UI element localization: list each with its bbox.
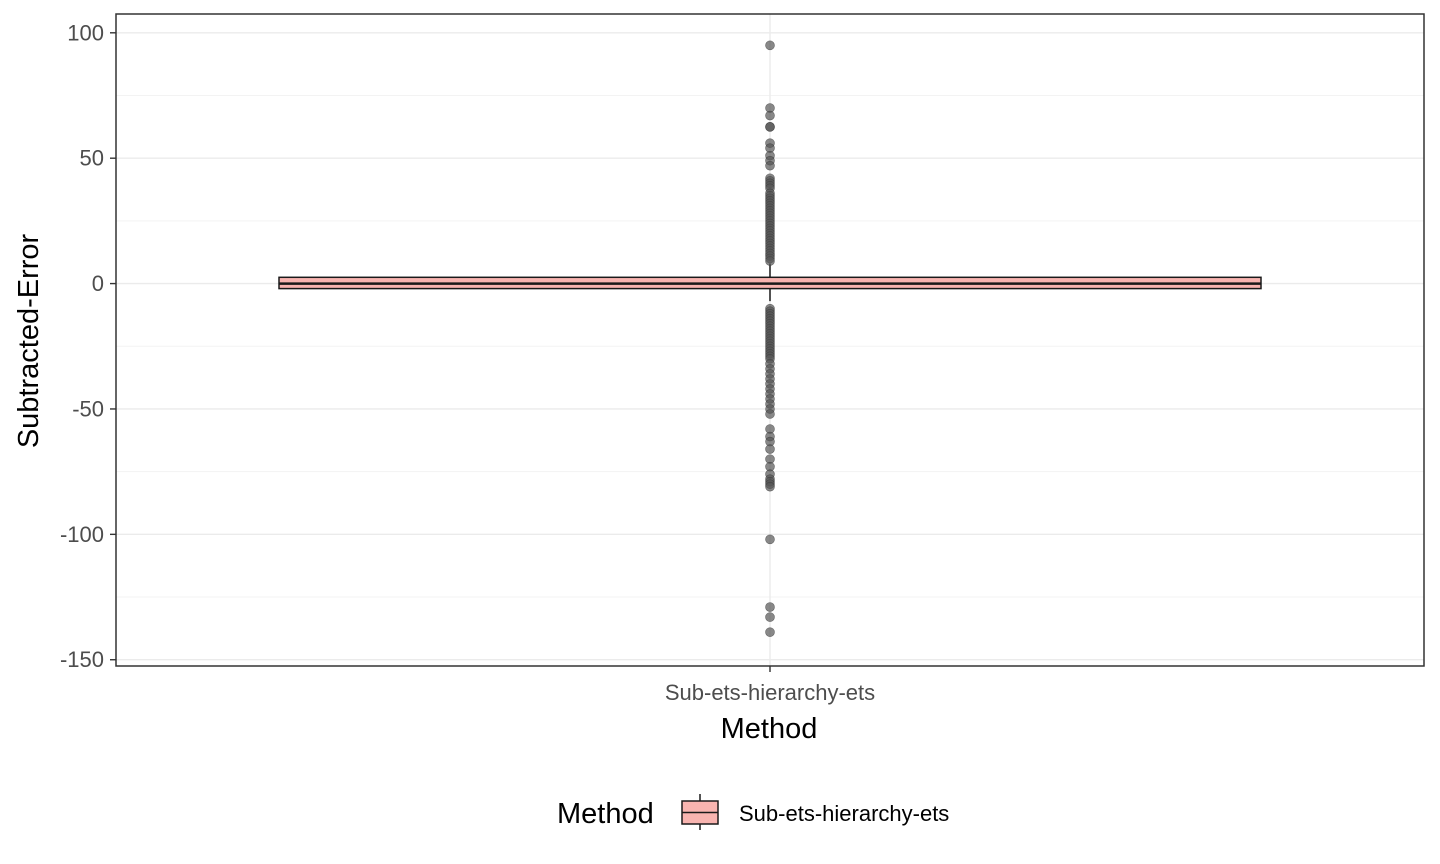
- outlier-point: [765, 409, 775, 419]
- outlier-point: [765, 160, 775, 171]
- y-tick-label: 0: [92, 271, 104, 296]
- outlier-point: [765, 612, 775, 622]
- outlier-layer: [765, 40, 775, 637]
- legend-key: [681, 794, 719, 830]
- x-axis-title: Method: [721, 713, 818, 745]
- legend-title: Method: [557, 798, 654, 830]
- y-axis-title: Subtracted-Error: [13, 233, 45, 448]
- outlier-point: [765, 110, 775, 121]
- outlier-point: [765, 627, 775, 637]
- legend: Method Sub-ets-hierarchy-ets: [557, 794, 949, 830]
- outlier-point: [765, 444, 775, 454]
- outlier-point: [765, 122, 775, 132]
- axis-layer: 100 50 0 -50 -100 -150 Sub-ets-hierarchy-ets: [60, 20, 875, 705]
- outlier-point: [765, 481, 775, 492]
- y-tick-label: -50: [72, 396, 104, 421]
- y-tick-label: 50: [80, 146, 104, 171]
- outlier-point: [765, 534, 775, 545]
- y-tick-label: 100: [67, 20, 104, 45]
- box-layer: [278, 263, 1262, 302]
- outlier-point: [765, 256, 775, 266]
- outlier-point: [765, 40, 775, 51]
- y-tick-label: -150: [60, 647, 104, 672]
- outlier-point: [765, 602, 775, 612]
- y-tick-label: -100: [60, 522, 104, 547]
- x-tick-label: Sub-ets-hierarchy-ets: [665, 680, 875, 705]
- legend-label: Sub-ets-hierarchy-ets: [739, 801, 949, 826]
